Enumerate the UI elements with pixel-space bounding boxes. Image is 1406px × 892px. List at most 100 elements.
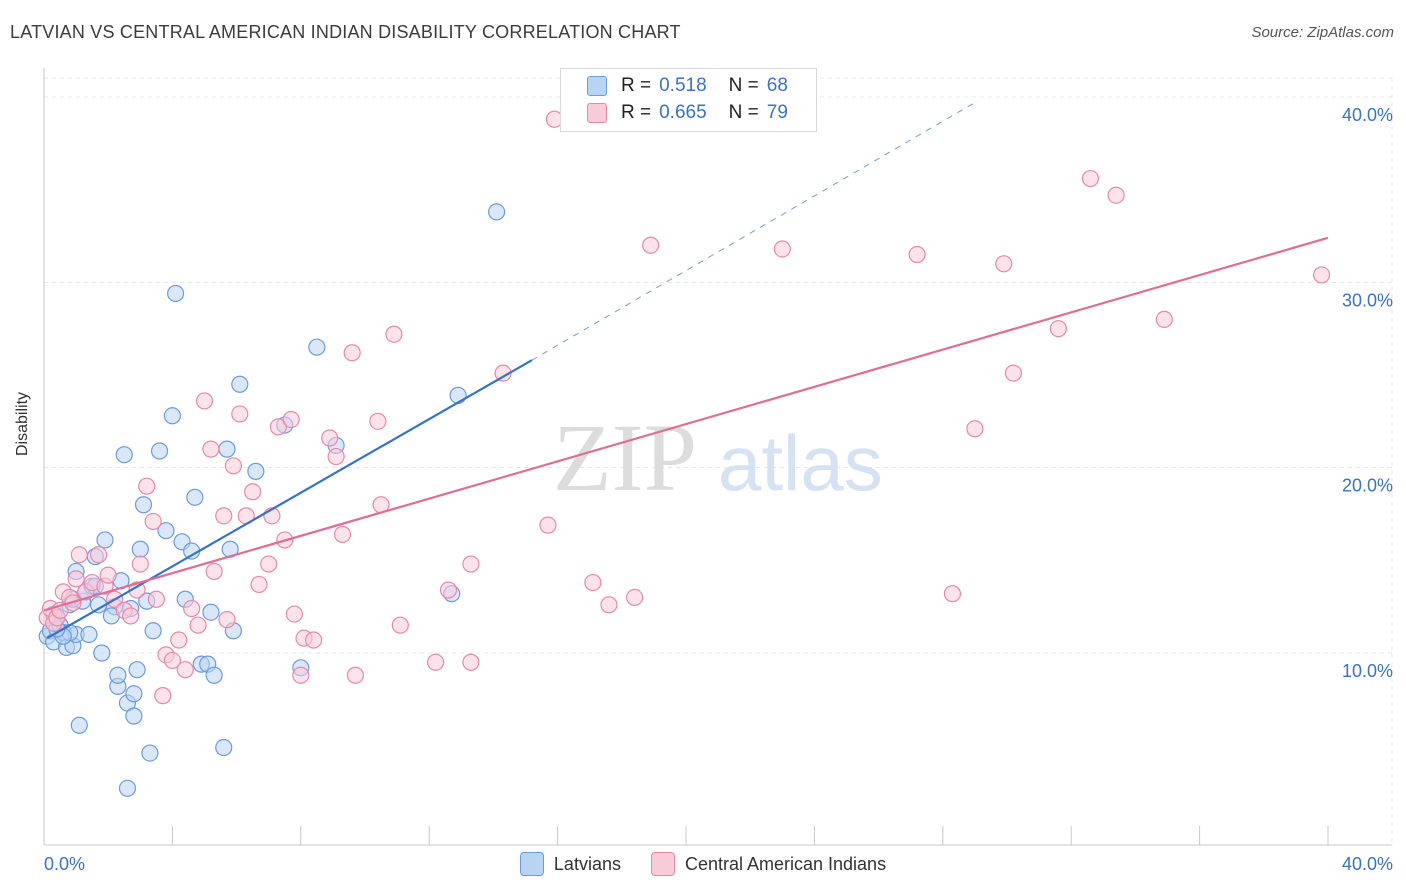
data-point <box>170 631 188 649</box>
data-point <box>67 570 85 588</box>
tick-labels: 10.0% 20.0% 30.0% 40.0% 0.0% 40.0% <box>44 105 1393 874</box>
data-point <box>282 410 300 429</box>
data-point <box>89 546 108 564</box>
data-point <box>966 420 984 438</box>
legend-label-central-american-indians: Central American Indians <box>684 853 887 874</box>
data-point <box>305 631 323 649</box>
data-point <box>99 566 117 584</box>
data-point <box>109 666 127 684</box>
data-point <box>218 440 236 458</box>
legend-swatch-central-american-indians <box>650 852 675 876</box>
data-point <box>215 738 233 757</box>
legend-n-label: N = <box>728 75 759 96</box>
chart-title: LATVIAN VS CENTRAL AMERICAN INDIAN DISAB… <box>10 22 681 42</box>
axes <box>43 68 1392 846</box>
data-point <box>292 666 310 684</box>
data-point <box>1155 310 1173 328</box>
legend-r-value: 0.665 <box>659 102 707 123</box>
legend-r-label: R = <box>621 102 652 123</box>
data-point <box>247 462 265 480</box>
legend-n-value: 79 <box>766 102 788 123</box>
data-point <box>539 516 557 534</box>
legend-row-central-american-indians: R = 0.665 N = 79 <box>587 100 788 126</box>
legend-row-latvians: R = 0.518 N = 68 <box>587 73 788 99</box>
data-point <box>462 555 480 573</box>
data-point <box>260 555 278 573</box>
watermark-atlas: atlas <box>718 419 883 507</box>
data-point <box>96 531 114 549</box>
data-point <box>167 284 185 303</box>
source-label: Source: ZipAtlas.com <box>1251 24 1394 41</box>
x-tick-label: 0.0% <box>44 854 85 874</box>
legend-swatch-central-american-indians <box>587 103 607 123</box>
legend-swatch-latvians <box>587 76 607 96</box>
data-point <box>154 687 172 705</box>
trend-line-1 <box>46 359 533 640</box>
data-point <box>125 707 143 725</box>
data-point <box>93 644 111 662</box>
data-point <box>285 605 303 623</box>
data-point <box>584 573 602 592</box>
data-point <box>773 240 791 258</box>
watermark-zip: ZIP <box>553 404 697 511</box>
data-point <box>626 588 644 607</box>
data-point <box>144 622 162 640</box>
data-point <box>231 405 249 423</box>
data-point <box>391 616 409 634</box>
central-american-indians-points <box>38 110 1331 705</box>
data-point <box>125 685 143 703</box>
data-point <box>244 483 262 501</box>
data-point <box>134 496 153 514</box>
data-point <box>488 203 506 221</box>
data-point <box>144 512 162 531</box>
data-point <box>1312 266 1331 284</box>
data-point <box>321 429 339 447</box>
series-legend: Latvians Central American Indians <box>0 852 1406 876</box>
data-point <box>131 540 149 558</box>
data-point <box>995 255 1013 273</box>
data-point <box>205 562 223 581</box>
data-point <box>115 446 133 464</box>
data-point <box>462 653 480 671</box>
data-point <box>427 653 445 671</box>
trend-lines <box>43 100 1329 640</box>
data-point <box>346 666 364 684</box>
data-point <box>202 440 220 458</box>
legend-item-central-american-indians: Central American Indians <box>650 852 887 876</box>
data-point <box>189 616 207 634</box>
legend-r-value: 0.518 <box>659 75 707 96</box>
data-point <box>1049 320 1067 338</box>
data-point <box>308 338 326 356</box>
x-tick-label: 40.0% <box>1342 854 1393 874</box>
legend-r-label: R = <box>621 75 652 96</box>
data-point <box>269 418 287 436</box>
data-point <box>183 599 201 618</box>
data-point <box>128 661 146 679</box>
data-point <box>449 386 467 404</box>
data-point <box>327 447 345 466</box>
data-point <box>439 581 458 599</box>
data-point <box>224 457 242 475</box>
data-point <box>150 442 169 460</box>
data-point <box>163 651 181 670</box>
data-point <box>157 522 175 540</box>
correlation-legend: R = 0.518 N = 68 R = 0.665 N = 79 <box>560 68 817 132</box>
data-point <box>250 575 268 594</box>
data-point <box>205 666 223 684</box>
y-tick-label: 40.0% <box>1342 105 1393 125</box>
data-point <box>343 344 361 362</box>
data-point <box>131 555 149 573</box>
data-point <box>147 590 165 608</box>
data-point <box>218 611 236 629</box>
data-point <box>642 236 660 254</box>
legend-swatch-latvians <box>519 852 544 876</box>
trend-line-extension <box>531 100 979 361</box>
data-point <box>385 325 403 343</box>
data-point <box>600 596 618 614</box>
data-point <box>908 245 926 264</box>
data-point <box>195 392 214 410</box>
data-point <box>118 779 137 797</box>
data-point <box>163 407 181 425</box>
data-point <box>1081 169 1100 188</box>
data-point <box>176 661 194 679</box>
